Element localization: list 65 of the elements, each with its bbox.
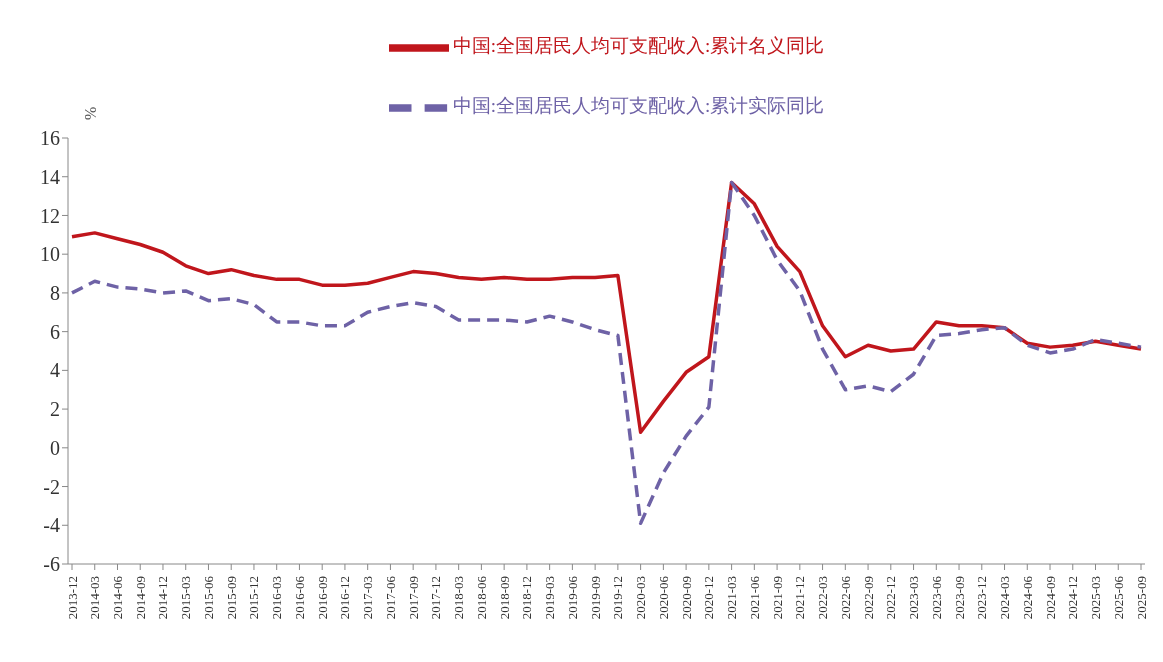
x-tick-label: 2014-06 bbox=[109, 575, 125, 620]
x-tick-label: 2025-03 bbox=[1088, 576, 1104, 620]
x-tick-label: 2017-06 bbox=[382, 575, 398, 620]
y-tick-label: -2 bbox=[43, 475, 60, 498]
y-tick-label: -6 bbox=[43, 553, 60, 576]
x-tick-label: 2023-06 bbox=[928, 575, 944, 620]
x-tick-label: 2022-12 bbox=[883, 576, 899, 620]
x-tick-label: 2022-03 bbox=[815, 576, 831, 620]
y-tick-label: -4 bbox=[43, 514, 60, 537]
x-tick-label: 2014-03 bbox=[87, 576, 103, 620]
y-tick-label: 6 bbox=[50, 320, 60, 343]
x-tick-label: 2019-03 bbox=[542, 576, 558, 620]
y-tick-label: 12 bbox=[40, 204, 60, 227]
x-tick-label: 2019-06 bbox=[564, 575, 580, 620]
x-tick-label: 2024-03 bbox=[997, 576, 1013, 620]
x-tick-label: 2015-12 bbox=[246, 576, 262, 620]
x-tick-label: 2018-09 bbox=[496, 576, 512, 620]
line-series bbox=[70, 180, 1143, 435]
x-tick-label: 2015-06 bbox=[200, 575, 216, 620]
x-tick-label: 2024-06 bbox=[1019, 575, 1035, 620]
x-tick-label: 2020-06 bbox=[655, 575, 671, 620]
x-tick-label: 2020-12 bbox=[701, 576, 717, 620]
x-tick-label: 2015-03 bbox=[178, 576, 194, 620]
x-tick-label: 2016-03 bbox=[269, 576, 285, 620]
x-tick-label: 2025-09 bbox=[1133, 576, 1149, 620]
x-tick-label: 2023-12 bbox=[974, 576, 990, 620]
y-tick-label: 8 bbox=[50, 282, 60, 305]
x-tick-label: 2021-12 bbox=[792, 576, 808, 620]
x-tick-label: 2018-03 bbox=[451, 576, 467, 620]
x-tick-label: 2021-09 bbox=[769, 576, 785, 620]
y-tick-label: 16 bbox=[40, 127, 60, 150]
x-tick-label: 2017-12 bbox=[428, 576, 444, 620]
x-tick-label: 2022-06 bbox=[837, 575, 853, 620]
x-tick-label: 2016-06 bbox=[291, 575, 307, 620]
x-tick-label: 2019-12 bbox=[610, 576, 626, 620]
y-tick-label: 14 bbox=[40, 165, 60, 188]
y-tick-label: 4 bbox=[50, 359, 60, 382]
x-tick-label: 2021-03 bbox=[724, 576, 740, 620]
x-tick-label: 2018-06 bbox=[473, 575, 489, 620]
x-tick-label: 2020-09 bbox=[678, 576, 694, 620]
y-tick-label: 2 bbox=[50, 398, 60, 421]
x-tick-label: 2015-09 bbox=[223, 576, 239, 620]
x-tick-label: 2023-09 bbox=[951, 576, 967, 620]
x-tick-label: 2016-09 bbox=[314, 576, 330, 620]
x-tick-label: 2014-12 bbox=[155, 576, 171, 620]
x-tick-label: 2018-12 bbox=[519, 576, 535, 620]
x-tick-label: 2013-12 bbox=[64, 576, 80, 620]
x-tick-label: 2023-03 bbox=[906, 576, 922, 620]
x-tick-label: 2025-06 bbox=[1110, 575, 1126, 620]
y-axis-title: % bbox=[81, 106, 99, 120]
y-tick-label: 10 bbox=[40, 243, 60, 266]
x-tick-label: 2014-09 bbox=[132, 576, 148, 620]
legend-label: 中国:全国居民人均可支配收入:累计名义同比 bbox=[452, 35, 825, 57]
x-tick-label: 2024-12 bbox=[1065, 576, 1081, 620]
x-tick-label: 2020-03 bbox=[633, 576, 649, 620]
x-tick-label: 2017-03 bbox=[360, 576, 376, 620]
x-tick-label: 2021-06 bbox=[746, 575, 762, 620]
line-series bbox=[70, 180, 1143, 526]
y-tick-label: 0 bbox=[50, 436, 60, 459]
legend-label: 中国:全国居民人均可支配收入:累计实际同比 bbox=[452, 95, 825, 117]
x-tick-label: 2024-09 bbox=[1042, 576, 1058, 620]
x-tick-label: 2022-09 bbox=[860, 576, 876, 620]
x-tick-label: 2016-12 bbox=[337, 576, 353, 620]
x-tick-label: 2019-09 bbox=[587, 576, 603, 620]
x-tick-label: 2017-09 bbox=[405, 576, 421, 620]
